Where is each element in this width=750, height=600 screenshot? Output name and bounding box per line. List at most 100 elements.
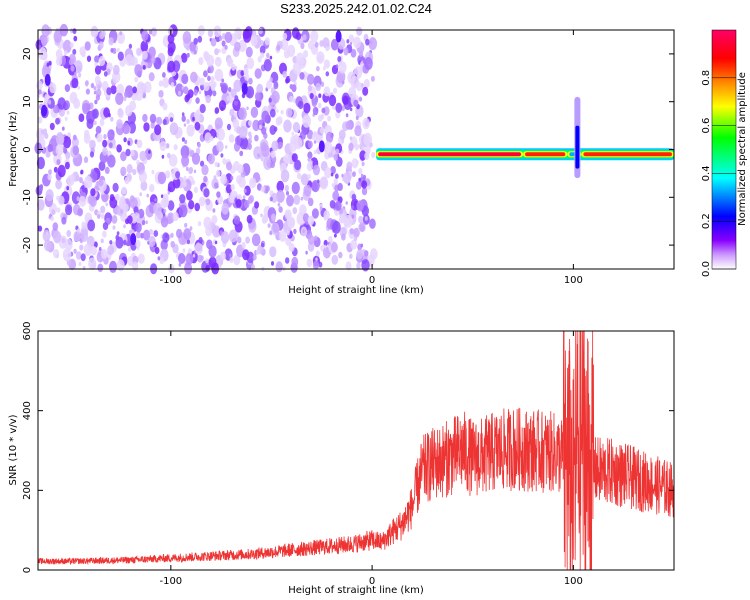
noise-blob: [248, 77, 253, 85]
noise-blob: [221, 40, 226, 47]
noise-blob: [178, 204, 188, 218]
noise-blob: [360, 225, 365, 232]
noise-blob: [178, 262, 182, 267]
noise-blob: [69, 42, 74, 48]
noise-blob: [75, 175, 80, 182]
noise-blob: [247, 143, 252, 151]
noise-blob: [263, 58, 272, 72]
noise-blob: [205, 94, 211, 104]
noise-blob: [261, 110, 270, 123]
noise-blob: [345, 261, 352, 271]
noise-blob: [315, 134, 322, 144]
x-tick-label: 100: [564, 576, 583, 587]
noise-blob: [310, 30, 319, 43]
noise-blob: [116, 144, 122, 153]
noise-blob: [184, 139, 188, 145]
noise-blob: [313, 235, 318, 241]
noise-blob: [216, 141, 224, 153]
noise-blob: [333, 178, 338, 186]
noise-blob: [323, 244, 327, 249]
noise-blob: [150, 229, 154, 236]
noise-blob: [180, 145, 190, 159]
noise-blob: [350, 48, 357, 58]
noise-blob: [349, 232, 354, 240]
noise-blob: [353, 235, 358, 242]
noise-blob: [239, 150, 244, 157]
noise-blob: [239, 136, 249, 150]
noise-blob: [191, 179, 196, 185]
y-tick-label: 600: [22, 321, 33, 340]
noise-blob: [338, 251, 343, 259]
noise-blob: [103, 133, 107, 140]
snr-frame: [37, 330, 675, 571]
noise-blob: [337, 182, 343, 192]
noise-blob: [203, 175, 208, 183]
noise-blob: [221, 78, 225, 83]
noise-blob: [278, 206, 283, 213]
noise-blob: [273, 105, 277, 111]
noise-blob: [249, 134, 253, 140]
noise-blob: [186, 52, 190, 58]
noise-blob: [167, 47, 174, 57]
noise-blob: [286, 230, 290, 236]
noise-blob: [257, 153, 261, 158]
noise-blob: [362, 174, 367, 180]
noise-blob: [154, 198, 157, 202]
noise-blob: [44, 73, 51, 86]
y-tick-label: 200: [22, 481, 33, 500]
noise-blob: [205, 264, 210, 272]
noise-blob: [90, 82, 95, 89]
noise-blob: [45, 189, 54, 202]
y-tick-label: 400: [22, 401, 33, 420]
spectrogram-noise: [34, 23, 378, 275]
noise-blob: [82, 266, 86, 271]
noise-blob: [280, 109, 284, 115]
noise-blob: [320, 127, 325, 134]
noise-blob: [323, 141, 333, 154]
noise-blob: [201, 164, 209, 176]
noise-blob: [348, 142, 354, 151]
noise-blob: [312, 260, 320, 270]
noise-blob: [122, 122, 130, 135]
noise-blob: [368, 37, 378, 51]
noise-blob: [144, 81, 152, 93]
noise-blob: [355, 115, 359, 121]
noise-blob: [180, 52, 188, 63]
noise-blob: [235, 65, 238, 70]
noise-blob: [74, 232, 81, 242]
noise-blob: [229, 253, 232, 258]
noise-blob: [133, 206, 139, 215]
noise-blob: [86, 55, 92, 62]
noise-blob: [195, 97, 200, 104]
noise-blob: [72, 28, 77, 35]
noise-blob: [233, 79, 242, 93]
noise-blob: [330, 166, 336, 175]
noise-blob: [125, 148, 131, 157]
noise-blob: [282, 70, 288, 78]
noise-blob: [102, 147, 108, 156]
noise-blob: [211, 215, 218, 224]
noise-blob: [197, 254, 203, 263]
noise-blob: [92, 108, 99, 119]
noise-blob: [184, 262, 193, 275]
noise-blob: [70, 65, 75, 72]
noise-blob: [138, 83, 142, 87]
noise-blob: [325, 71, 330, 77]
noise-blob: [167, 191, 170, 195]
noise-blob: [307, 215, 315, 226]
noise-blob: [74, 71, 77, 76]
noise-blob: [213, 25, 222, 38]
noise-blob: [179, 194, 186, 204]
noise-blob: [72, 134, 77, 141]
noise-blob: [245, 236, 251, 244]
noise-blob: [181, 115, 186, 122]
noise-blob: [294, 159, 302, 171]
noise-blob: [307, 241, 315, 252]
noise-blob: [156, 116, 163, 126]
noise-blob: [40, 35, 48, 46]
noise-blob: [113, 144, 117, 150]
noise-blob: [177, 90, 182, 96]
noise-blob: [141, 220, 146, 226]
noise-blob: [276, 180, 285, 193]
noise-blob: [233, 254, 241, 266]
